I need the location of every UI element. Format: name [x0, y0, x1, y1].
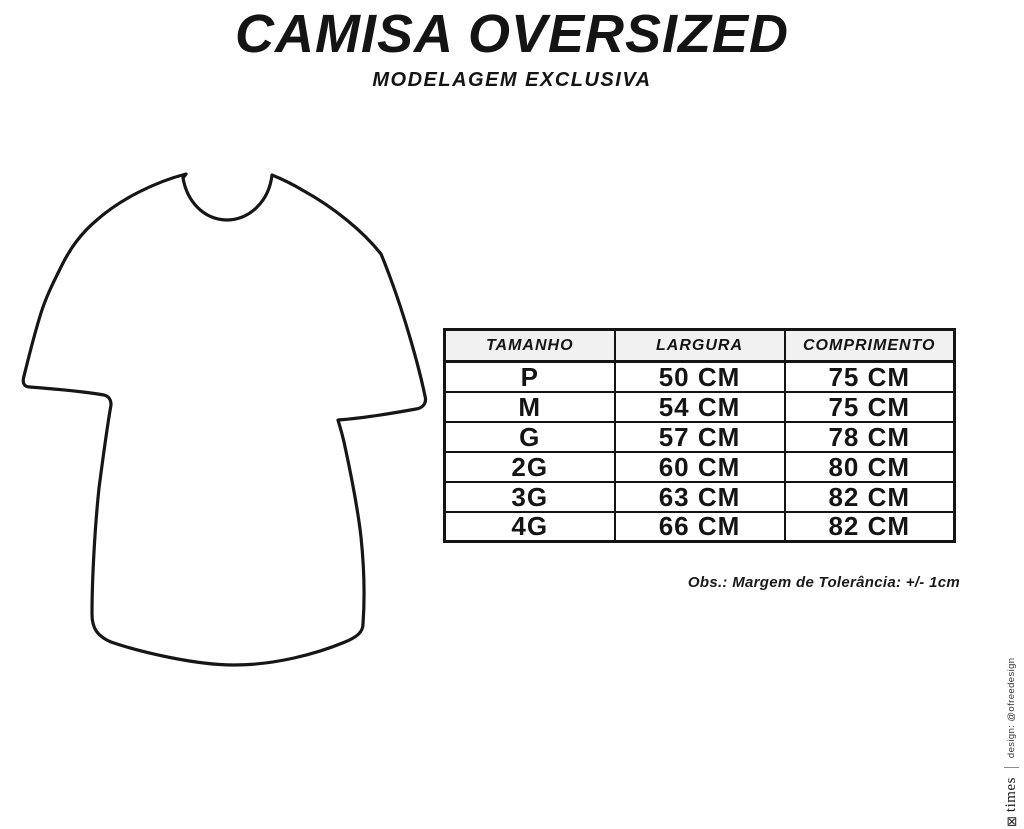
size-table-header-row: TAMANHO LARGURA COMPRIMENTO	[443, 328, 956, 363]
size-cell: 4G	[443, 510, 616, 543]
table-row: 2G 60 CM 80 CM	[443, 450, 956, 483]
table-row: G 57 CM 78 CM	[443, 420, 956, 453]
length-cell: 82 CM	[783, 510, 956, 543]
side-credit: ⊠ times design: @ofreedesign	[1002, 622, 1020, 827]
tshirt-outline	[21, 172, 428, 667]
length-cell: 75 CM	[783, 360, 956, 393]
tshirt-drawing	[15, 158, 445, 698]
size-cell: P	[443, 360, 616, 393]
length-cell: 80 CM	[783, 450, 956, 483]
table-row: 3G 63 CM 82 CM	[443, 480, 956, 513]
length-cell: 78 CM	[783, 420, 956, 453]
brand-logo: ⊠ times	[1003, 777, 1020, 827]
size-cell: 2G	[443, 450, 616, 483]
brand-name: times	[1002, 777, 1019, 813]
page-title: CAMISA OVERSIZED	[234, 4, 790, 64]
length-cell: 82 CM	[783, 480, 956, 513]
credit-divider	[1003, 767, 1019, 769]
column-header-width: LARGURA	[613, 328, 786, 363]
size-table: TAMANHO LARGURA COMPRIMENTO P 50 CM 75 C…	[443, 328, 956, 543]
page-subtitle: MODELAGEM EXCLUSIVA	[372, 68, 652, 91]
column-header-length: COMPRIMENTO	[783, 328, 956, 363]
tolerance-note: Obs.: Margem de Tolerância: +/- 1cm	[687, 574, 960, 591]
boxed-x-icon: ⊠	[1003, 816, 1019, 827]
width-cell: 57 CM	[613, 420, 786, 453]
table-row: P 50 CM 75 CM	[443, 360, 956, 393]
width-cell: 60 CM	[613, 450, 786, 483]
table-row: 4G 66 CM 82 CM	[443, 510, 956, 543]
width-cell: 66 CM	[613, 510, 786, 543]
size-cell: M	[443, 390, 616, 423]
column-header-size: TAMANHO	[443, 328, 616, 363]
width-cell: 50 CM	[613, 360, 786, 393]
size-cell: G	[443, 420, 616, 453]
size-cell: 3G	[443, 480, 616, 513]
designer-credit: design: @ofreedesign	[1005, 657, 1017, 759]
width-cell: 54 CM	[613, 390, 786, 423]
table-row: M 54 CM 75 CM	[443, 390, 956, 423]
page-header: CAMISA OVERSIZED MODELAGEM EXCLUSIVA	[0, 6, 1024, 92]
tshirt-svg	[21, 172, 428, 667]
length-cell: 75 CM	[783, 390, 956, 423]
width-cell: 63 CM	[613, 480, 786, 513]
